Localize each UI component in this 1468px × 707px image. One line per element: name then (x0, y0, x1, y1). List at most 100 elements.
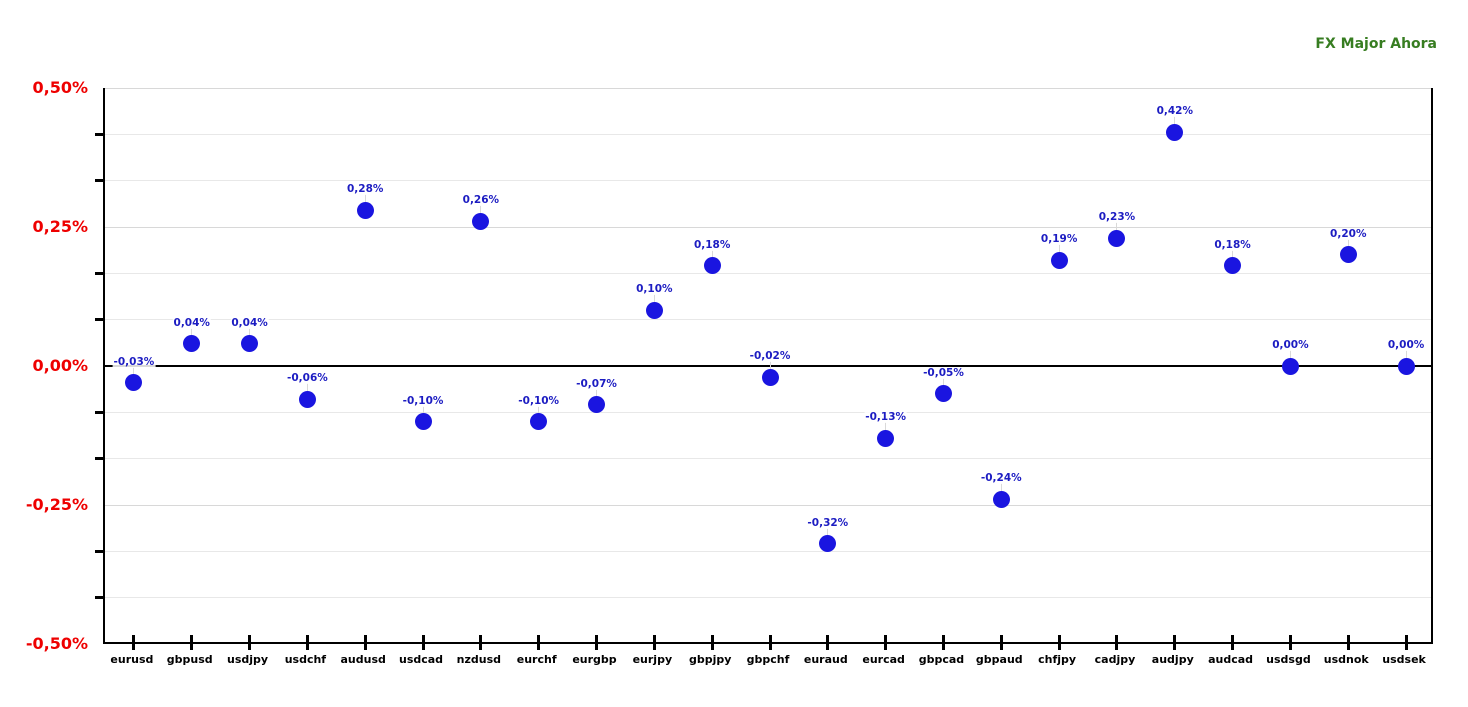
x-axis-label: usdjpy (227, 653, 269, 666)
minor-gridline (105, 272, 1431, 274)
zero-line (105, 365, 1431, 367)
y-axis-label: 0,25% (32, 217, 88, 236)
point-value-label: -0,13% (864, 411, 908, 424)
x-axis-tick (363, 635, 367, 650)
x-axis-label: usdsgd (1266, 653, 1311, 666)
x-axis-label: gbpaud (975, 653, 1023, 666)
data-point-eurcad (877, 429, 895, 447)
point-value-label: 0,42% (1155, 105, 1194, 118)
x-axis-label: gbpusd (166, 653, 213, 666)
point-value-label: -0,32% (806, 516, 850, 529)
data-point-gbpaud (992, 490, 1010, 508)
y-axis-label: 0,50% (32, 78, 88, 97)
x-axis-label: euraud (803, 653, 848, 666)
x-axis-tick (884, 635, 888, 650)
x-axis-tick (1173, 635, 1177, 650)
x-axis-tick (652, 635, 656, 650)
y-axis-tick (95, 271, 103, 275)
x-axis-label: audusd (340, 653, 386, 666)
x-axis-label: chfjpy (1038, 653, 1077, 666)
minor-gridline (105, 411, 1431, 413)
data-point-gbpjpy (703, 257, 721, 275)
minor-gridline (105, 550, 1431, 552)
x-axis-tick (190, 635, 194, 650)
x-axis-label: eurjpy (632, 653, 673, 666)
point-value-label: -0,10% (517, 394, 561, 407)
y-axis-tick (95, 549, 103, 553)
x-axis-label: usdnok (1323, 653, 1369, 666)
point-value-label: 0,18% (692, 238, 732, 251)
y-axis-tick (95, 179, 103, 183)
x-axis-label: gbpchf (746, 653, 790, 666)
x-axis-label: audjpy (1151, 653, 1194, 666)
x-axis-tick (826, 635, 830, 650)
x-axis-label: gbpjpy (688, 653, 732, 666)
chart-title: FX Major Ahora (1315, 36, 1437, 52)
x-axis-tick (132, 635, 136, 650)
data-point-gbpusd (183, 335, 201, 353)
data-point-usdcad (414, 413, 432, 431)
x-axis-label: audcad (1208, 653, 1254, 666)
plot-area: -0,03% 0,04% 0,04% -0,06% 0,28% -0,10% 0,26% -0… (95, 87, 1433, 650)
x-axis-tick (768, 635, 772, 650)
minor-gridline (105, 133, 1431, 135)
point-value-label: 0,19% (1039, 233, 1079, 246)
x-axis-label: nzdusd (456, 653, 502, 666)
point-value-label: -0,03% (112, 355, 156, 368)
point-value-label: -0,05% (922, 366, 965, 379)
x-axis-tick (1404, 635, 1408, 650)
point-value-label: -0,02% (748, 350, 792, 363)
x-axis-tick (999, 635, 1003, 650)
x-axis-tick (305, 635, 309, 650)
y-axis-tick (95, 410, 103, 414)
x-axis-tick (941, 635, 945, 650)
data-point-audcad (1224, 257, 1242, 275)
x-axis-label: eurchf (516, 653, 557, 666)
x-axis-label: eurcad (862, 653, 905, 666)
y-axis-label: -0,25% (25, 495, 88, 514)
y-axis-tick (95, 596, 103, 600)
major-gridline (105, 226, 1431, 228)
data-point-usdsgd (1281, 357, 1299, 375)
x-axis-label: usdcad (398, 653, 444, 666)
x-axis-tick (595, 635, 599, 650)
minor-gridline (105, 458, 1431, 460)
data-point-audusd (356, 201, 374, 219)
point-value-label: -0,10% (401, 394, 445, 407)
point-value-label: 0,00% (1386, 339, 1426, 351)
y-axis-label: 0,00% (32, 356, 88, 375)
data-point-euraud (819, 535, 837, 553)
y-axis-tick (95, 318, 103, 322)
data-point-usdnok (1339, 246, 1357, 264)
data-point-nzdusd (472, 212, 490, 230)
point-value-label: 0,23% (1097, 211, 1137, 224)
data-point-gbpchf (761, 368, 779, 386)
x-axis-tick (248, 635, 252, 650)
data-point-audjpy (1166, 123, 1184, 141)
x-axis-label: eurusd (110, 653, 154, 666)
point-value-label: 0,04% (230, 316, 269, 329)
data-point-cadjpy (1108, 229, 1126, 247)
point-value-label: -0,24% (979, 472, 1023, 485)
data-point-gbpcad (934, 385, 952, 403)
x-axis-label: cadjpy (1094, 653, 1136, 666)
x-axis-label: usdchf (284, 653, 327, 666)
data-point-usdsek (1397, 357, 1415, 375)
point-value-label: 0,00% (1271, 339, 1310, 351)
minor-gridline (105, 597, 1431, 599)
x-axis-tick (1346, 635, 1350, 650)
point-value-label: 0,10% (635, 283, 674, 296)
minor-gridline (105, 319, 1431, 321)
major-gridline (105, 504, 1431, 506)
point-value-label: -0,07% (575, 377, 618, 390)
data-point-eurgbp (588, 396, 606, 414)
x-axis-label: gbpcad (918, 653, 965, 666)
point-value-label: 0,04% (172, 316, 211, 329)
data-point-usdchf (298, 390, 316, 408)
x-axis-tick (1288, 635, 1292, 650)
x-axis-tick (710, 635, 714, 650)
major-gridline (105, 87, 1431, 89)
point-value-label: 0,26% (461, 194, 501, 207)
point-value-label: 0,28% (345, 183, 385, 196)
